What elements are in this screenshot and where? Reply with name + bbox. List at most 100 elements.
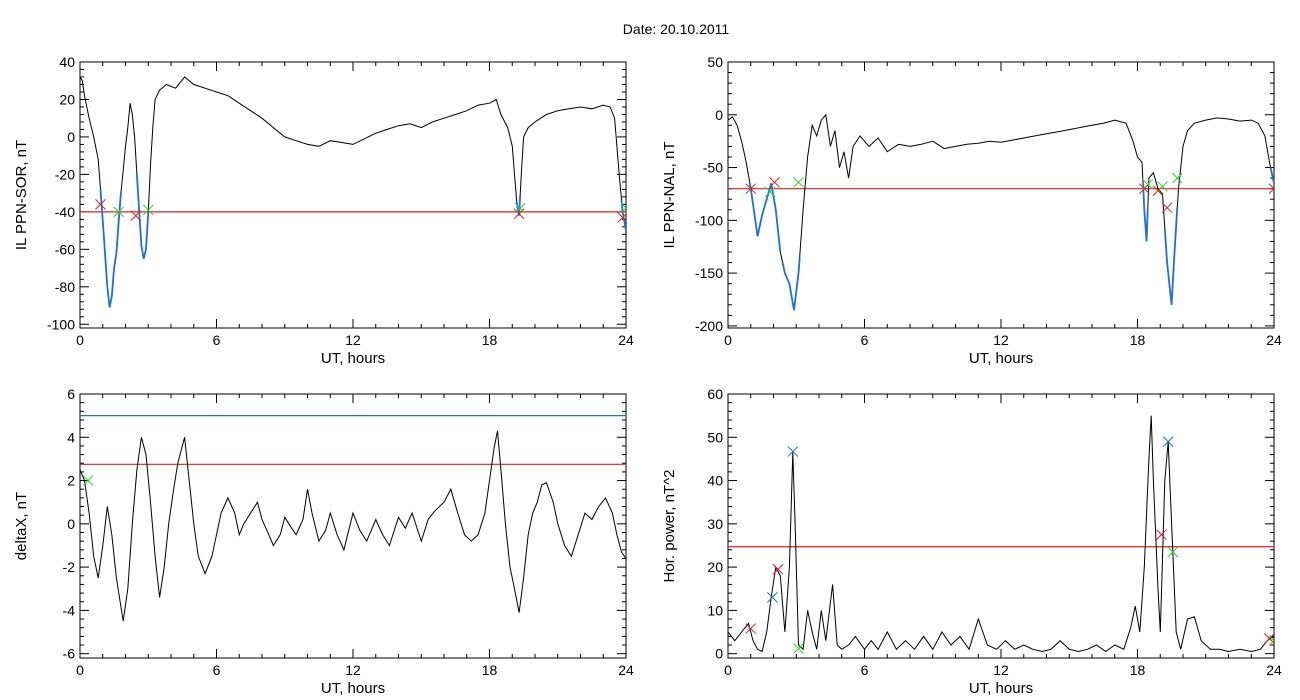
- y-tick-label: 40: [59, 54, 75, 70]
- signal-line: [728, 113, 1274, 311]
- y-tick-label: -60: [55, 241, 75, 257]
- y-axis-label: IL PPN-NAL, nT: [661, 142, 678, 249]
- end-marker: [113, 206, 125, 218]
- panel-power: 0 6 12 18 24 60 50 40 30 20 10 0 UT, hours Hor. power…: [661, 386, 1282, 697]
- end-marker: [1157, 181, 1168, 192]
- peak-marker: [1162, 436, 1174, 447]
- highlight-segment: [1269, 167, 1274, 184]
- y-tick-label: 20: [59, 91, 75, 107]
- end-marker: [1268, 635, 1274, 647]
- end-marker: [1167, 546, 1179, 558]
- x-tick-label: 18: [482, 332, 498, 348]
- end-marker: [793, 176, 804, 188]
- x-tick-label: 0: [76, 332, 84, 348]
- x-tick-label: 24: [1266, 332, 1282, 348]
- panel-sor: 0 6 12 18 24 40 20 0 -20 -40 -60 -80 -100 UT, hours IL…: [13, 54, 634, 367]
- y-tick-label: 30: [707, 516, 723, 532]
- end-marker: [764, 186, 776, 198]
- x-tick-label: 12: [993, 332, 1009, 348]
- start-marker: [745, 183, 757, 195]
- highlight-segment: [781, 257, 801, 311]
- start-marker: [95, 199, 106, 210]
- y-tick-label: 50: [707, 429, 723, 445]
- start-marker: [745, 623, 757, 634]
- plot-area: [80, 76, 626, 308]
- signal-line: [80, 76, 626, 308]
- x-axis-label: UT, hours: [321, 680, 385, 697]
- x-tick-label: 6: [213, 662, 221, 678]
- signal-line: [80, 430, 626, 622]
- x-tick-label: 12: [993, 662, 1009, 678]
- peak-marker: [767, 592, 778, 603]
- start-marker: [772, 563, 784, 575]
- x-tick-label: 18: [482, 662, 498, 678]
- start-marker: [1268, 183, 1274, 195]
- signal-line: [728, 415, 1274, 653]
- plot-frame: [79, 61, 627, 329]
- y-axis-label: IL PPN-SOR, nT: [13, 140, 30, 250]
- y-tick-label: 0: [67, 516, 75, 532]
- y-tick-label: 60: [707, 386, 723, 402]
- end-marker: [1142, 179, 1154, 190]
- x-axis-label: UT, hours: [969, 680, 1033, 697]
- y-tick-label: 0: [715, 107, 723, 123]
- y-tick-label: 6: [67, 386, 75, 402]
- start-marker: [1138, 183, 1150, 195]
- end-marker: [1171, 172, 1183, 184]
- y-tick-label: -150: [695, 265, 723, 281]
- x-tick-label: 6: [861, 662, 869, 678]
- x-axis-label: UT, hours: [321, 350, 385, 367]
- y-tick-label: -40: [55, 204, 75, 220]
- y-tick-label: 50: [707, 54, 723, 70]
- x-tick-label: 24: [1266, 662, 1282, 678]
- x-tick-label: 6: [213, 332, 221, 348]
- plot-frame: [727, 393, 1275, 659]
- highlight-segment: [748, 181, 782, 253]
- x-tick-label: 6: [861, 332, 869, 348]
- x-axis-label: UT, hours: [969, 350, 1033, 367]
- highlight-segment: [515, 194, 522, 216]
- y-tick-label: -200: [695, 318, 723, 334]
- x-tick-label: 0: [724, 662, 732, 678]
- x-tick-label: 12: [345, 662, 361, 678]
- y-axis-label: Hor. power, nT^2: [661, 470, 678, 583]
- highlight-segment: [1163, 207, 1179, 305]
- start-marker: [130, 210, 142, 221]
- y-tick-label: -100: [47, 316, 75, 332]
- end-marker: [514, 202, 526, 214]
- y-tick-label: -4: [63, 602, 76, 618]
- plot-area: [728, 113, 1274, 311]
- y-tick-label: 2: [67, 473, 75, 489]
- y-tick-label: -100: [695, 212, 723, 228]
- x-tick-label: 18: [1130, 332, 1146, 348]
- end-marker: [620, 202, 626, 214]
- highlight-segment: [99, 189, 122, 308]
- highlight-segment: [136, 174, 150, 259]
- y-tick-label: -80: [55, 279, 75, 295]
- end-marker: [142, 204, 154, 216]
- plot-frame: [79, 393, 627, 659]
- end-marker: [793, 643, 804, 654]
- y-tick-label: 10: [707, 602, 723, 618]
- start-marker: [617, 212, 626, 223]
- plot-area: [728, 415, 1274, 654]
- page-title: Date: 20.10.2011: [623, 21, 730, 37]
- panel-deltax: 0 6 12 18 24 6 4 2 0 -2 -4 -6 UT, hours deltaX, nT: [13, 386, 634, 697]
- x-tick-label: 24: [618, 662, 634, 678]
- start-marker: [1156, 529, 1167, 541]
- x-tick-label: 24: [618, 332, 634, 348]
- x-tick-label: 18: [1130, 662, 1146, 678]
- x-tick-label: 0: [76, 662, 84, 678]
- plot-area: [80, 415, 626, 622]
- y-tick-label: 0: [715, 646, 723, 662]
- y-axis-label: deltaX, nT: [13, 492, 30, 560]
- x-tick-label: 0: [724, 332, 732, 348]
- y-tick-label: -20: [55, 166, 75, 182]
- start-marker: [1161, 202, 1173, 214]
- y-tick-label: 40: [707, 473, 723, 489]
- end-marker: [82, 475, 94, 486]
- panel-nal: 0 6 12 18 24 50 0 -50 -100 -150 -200 UT, hours IL PP…: [661, 54, 1282, 367]
- y-tick-label: 4: [67, 429, 75, 445]
- y-tick-label: -2: [63, 559, 76, 575]
